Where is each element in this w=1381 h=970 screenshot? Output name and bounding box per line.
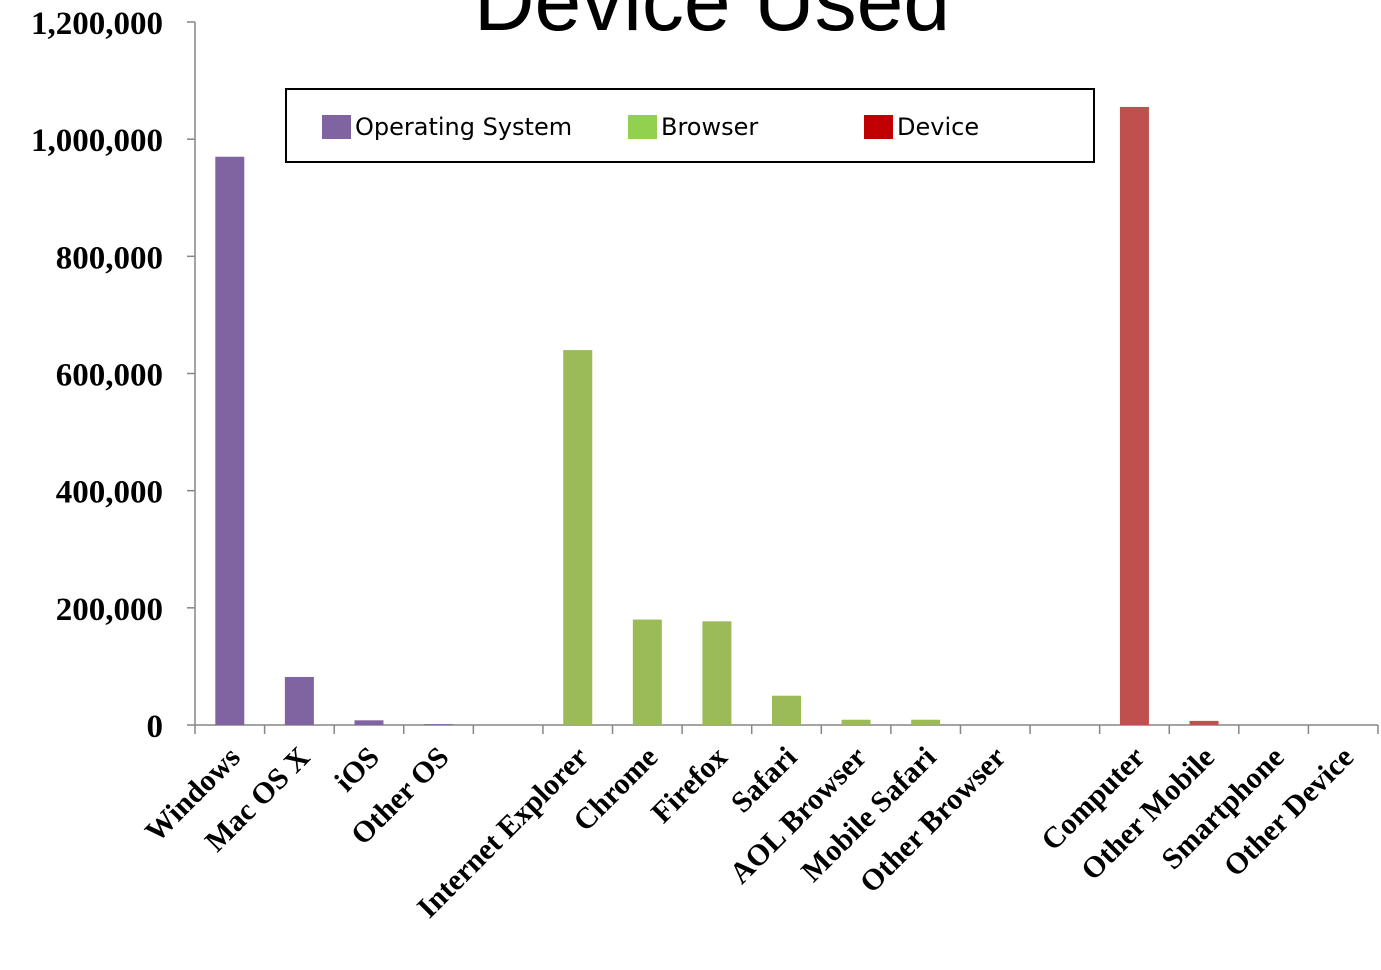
bar [284,676,314,725]
legend-label: Browser [661,113,758,141]
bar [215,156,245,725]
legend-swatch [322,115,351,139]
y-tick-label: 1,200,000 [31,6,163,42]
y-tick-label: 0 [147,709,164,745]
y-tick-label: 800,000 [56,240,163,276]
legend-label: Device [897,113,979,141]
legend-swatch [864,115,893,139]
bar [563,350,593,725]
bar [702,621,732,725]
bar [841,719,871,725]
y-tick-label: 1,000,000 [31,123,163,159]
x-tick-label: Firefox [645,741,734,830]
x-tick-label: iOS [328,741,386,799]
axes: 0 200,000 400,000 600,000 800,000 1,000,000 1,… [31,6,1379,745]
chart-title: Device Used [474,0,950,48]
y-tick-label: 400,000 [56,475,163,511]
legend: Operating System Browser Device [285,88,1095,163]
bar [772,695,801,725]
legend-swatch [628,115,657,139]
bar [911,719,941,725]
bar [424,724,454,725]
bar [1119,106,1149,726]
bar [1189,720,1219,725]
bar [632,619,662,725]
legend-label: Operating System [355,113,572,141]
legend-box [285,88,1095,163]
y-tick-label: 600,000 [56,358,163,394]
bar [354,720,384,725]
y-tick-label: 200,000 [56,592,163,628]
bars [215,106,1219,726]
